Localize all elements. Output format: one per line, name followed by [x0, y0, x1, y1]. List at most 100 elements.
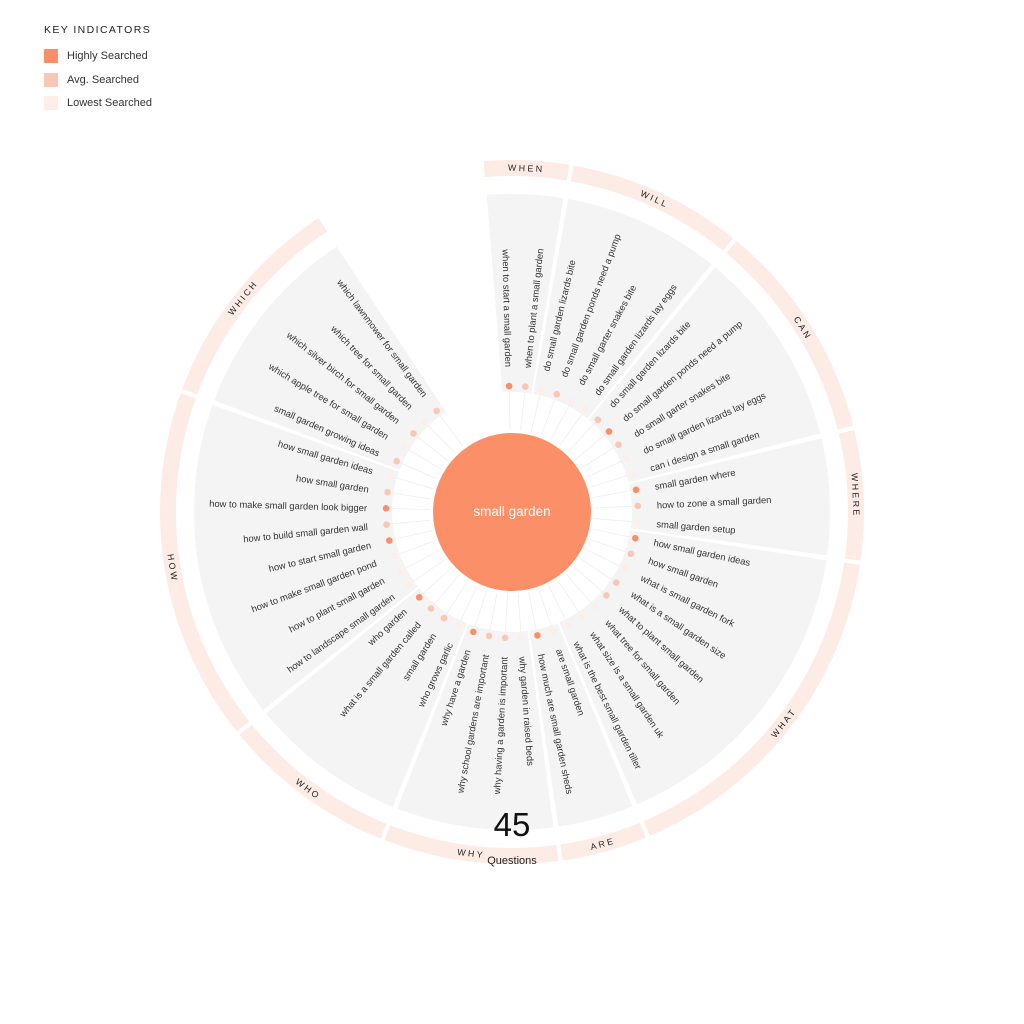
spoke — [395, 477, 434, 490]
spokes — [391, 391, 633, 633]
spoke — [439, 414, 464, 447]
group-ring-will — [570, 165, 734, 251]
search-volume-dot — [582, 406, 589, 413]
spoke — [404, 549, 440, 569]
group-ring-why — [384, 825, 559, 864]
search-volume-dot — [383, 521, 390, 528]
group-label-how: HOW — [165, 553, 180, 583]
search-volume-dot — [384, 488, 391, 496]
question-count-label: Questions — [487, 855, 537, 867]
group-ring-can — [726, 240, 854, 430]
spoke — [517, 593, 522, 633]
spoke — [592, 528, 631, 538]
search-volume-dot — [605, 428, 613, 435]
search-volume-dot — [564, 621, 572, 629]
spoke — [392, 492, 432, 500]
group-sector-when — [486, 193, 564, 394]
search-volume-dot — [427, 605, 435, 612]
group-ring-which — [182, 217, 328, 395]
question-label[interactable]: when to start a small garden — [500, 248, 514, 367]
group-label-when: WHEN — [508, 163, 545, 175]
search-volume-dot — [634, 518, 641, 526]
group-sector-which — [214, 246, 446, 470]
legend-label-avg: Avg. Searched — [67, 73, 139, 86]
spoke — [592, 490, 632, 498]
group-sector-why — [397, 623, 554, 831]
search-volume-dot — [632, 486, 640, 494]
search-volume-dot — [634, 502, 642, 510]
search-volume-dot — [385, 537, 393, 544]
search-volume-dot — [631, 534, 639, 542]
spoke — [489, 592, 498, 632]
spoke — [427, 424, 456, 454]
group-sector-how — [193, 405, 419, 710]
search-volume-dot — [534, 632, 541, 639]
spoke — [585, 548, 621, 567]
spoke — [398, 540, 436, 555]
spoke — [391, 519, 431, 525]
search-volume-dot — [553, 390, 561, 398]
spoke — [408, 449, 443, 470]
spoke — [530, 394, 541, 433]
group-sector-what — [559, 530, 827, 805]
spoke — [557, 579, 580, 613]
search-volume-dot — [578, 613, 586, 621]
spoke — [391, 508, 431, 511]
search-volume-dots — [382, 382, 642, 642]
spoke — [417, 436, 449, 462]
spoke — [548, 585, 567, 621]
spoke — [567, 423, 595, 453]
search-volume-dot — [591, 603, 599, 611]
group-ring-how — [159, 392, 250, 732]
question-count: 45 — [493, 806, 531, 843]
group-label-which: WHICH — [226, 278, 260, 317]
spoke — [586, 460, 622, 478]
spoke — [433, 574, 460, 605]
search-volume-dot — [405, 581, 413, 588]
legend-label-low: Lowest Searched — [67, 97, 152, 109]
question-sectors — [193, 193, 830, 831]
question-label[interactable]: how to make small garden look bigger — [209, 498, 367, 514]
group-ring-are — [560, 822, 646, 861]
search-volume-dot — [390, 552, 398, 560]
search-volume-dot — [549, 627, 557, 635]
spoke — [559, 413, 583, 446]
spoke — [528, 592, 537, 631]
spoke — [589, 538, 627, 553]
search-volume-dot — [454, 622, 462, 630]
spoke — [540, 398, 556, 436]
legend: KEY INDICATORS Highly Searched Avg. Sear… — [44, 24, 244, 120]
legend-item-high: Highly Searched — [44, 49, 244, 63]
group-sector-who — [266, 588, 467, 807]
search-volume-dot — [568, 397, 575, 405]
search-volume-dot — [622, 455, 630, 463]
search-volume-dot — [382, 505, 390, 512]
spoke — [394, 530, 433, 540]
legend-label-high: Highly Searched — [67, 50, 148, 62]
search-volume-dot — [518, 634, 525, 641]
spoke — [593, 518, 633, 523]
legend-item-low: Lowest Searched — [44, 96, 244, 110]
search-volume-dot — [621, 565, 628, 572]
legend-swatch-avg — [44, 72, 58, 87]
group-label-why: WHY — [457, 847, 486, 860]
spoke — [590, 475, 628, 488]
spoke — [412, 558, 446, 583]
group-sector-will — [533, 199, 712, 419]
search-volume-dot — [594, 416, 602, 424]
spoke — [550, 405, 570, 440]
spoke — [565, 573, 592, 604]
legend-title: KEY INDICATORS — [44, 24, 152, 36]
search-volume-dot — [485, 632, 493, 640]
search-volume-dot — [628, 470, 636, 478]
spoke — [459, 585, 478, 622]
legend-swatch-low — [44, 96, 58, 110]
search-volume-dot — [537, 386, 545, 393]
spoke — [474, 589, 488, 628]
search-volume-dot — [421, 418, 428, 425]
search-volume-dot — [603, 592, 610, 599]
group-label-where: WHERE — [850, 473, 862, 518]
search-volume-dot — [440, 614, 448, 622]
spoke — [504, 593, 508, 633]
search-volume-dot — [615, 441, 622, 448]
